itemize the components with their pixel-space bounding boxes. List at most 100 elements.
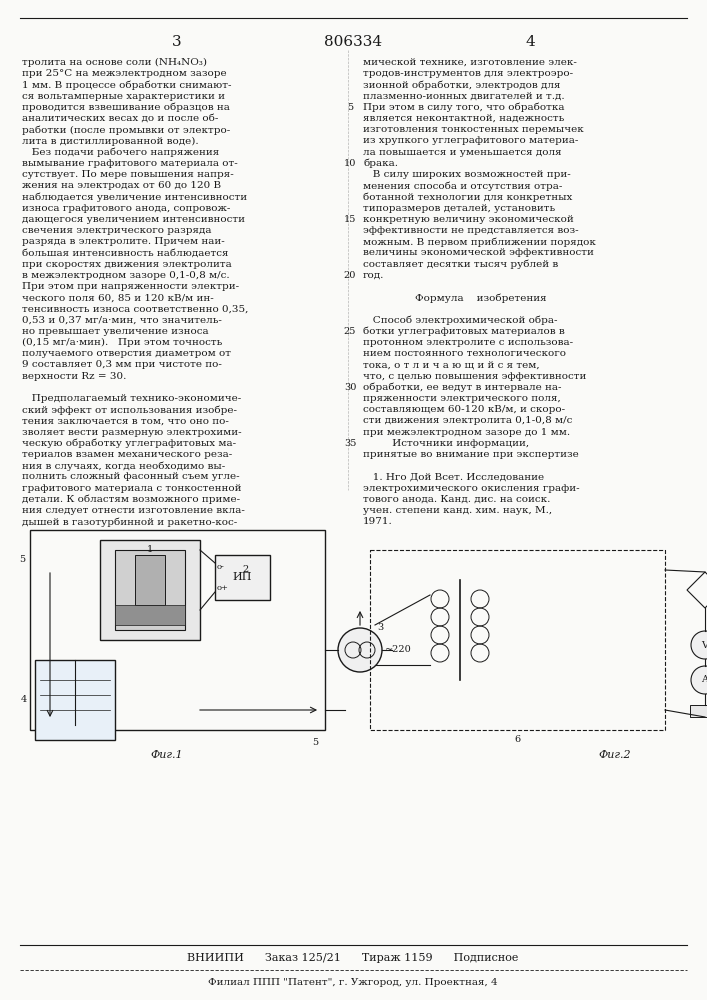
Text: Без подачи рабочего напряжения: Без подачи рабочего напряжения (22, 148, 219, 157)
Text: мической технике, изготовление элек-: мической технике, изготовление элек- (363, 58, 577, 67)
Text: разряда в электролите. Причем наи-: разряда в электролите. Причем наи- (22, 237, 225, 246)
Text: V: V (701, 641, 707, 650)
Text: о-: о- (217, 563, 225, 571)
Text: тового анода. Канд. дис. на соиск.: тового анода. Канд. дис. на соиск. (363, 495, 550, 504)
Text: Филиал ППП "Патент", г. Ужгород, ул. Проектная, 4: Филиал ППП "Патент", г. Ужгород, ул. Про… (208, 978, 498, 987)
Text: 30: 30 (344, 383, 356, 392)
Text: 35: 35 (344, 439, 356, 448)
Text: тенсивность износа соответственно 0,35,: тенсивность износа соответственно 0,35, (22, 304, 248, 313)
Text: конкретную величину экономической: конкретную величину экономической (363, 215, 574, 224)
Circle shape (691, 666, 707, 694)
Text: Фиг.1: Фиг.1 (151, 750, 183, 760)
Text: Источники информации,: Источники информации, (363, 439, 529, 448)
Text: 1 мм. В процессе обработки снимают-: 1 мм. В процессе обработки снимают- (22, 80, 231, 90)
Text: 1971.: 1971. (363, 517, 393, 526)
Text: 0,53 и 0,37 мг/а·мин, что значитель-: 0,53 и 0,37 мг/а·мин, что значитель- (22, 316, 222, 325)
Text: о+: о+ (217, 584, 229, 592)
Text: наблюдается увеличение интенсивности: наблюдается увеличение интенсивности (22, 192, 247, 202)
Text: Предполагаемый технико-экономиче-: Предполагаемый технико-экономиче- (22, 394, 241, 403)
Circle shape (691, 631, 707, 659)
Text: 4: 4 (525, 35, 535, 49)
Text: ла повышается и уменьшается доля: ла повышается и уменьшается доля (363, 148, 561, 157)
Text: можным. В первом приближении порядок: можным. В первом приближении порядок (363, 237, 596, 247)
Text: составляет десятки тысяч рублей в: составляет десятки тысяч рублей в (363, 260, 559, 269)
Text: 25: 25 (344, 327, 356, 336)
Circle shape (338, 628, 382, 672)
Text: при 25°C на межэлектродном зазоре: при 25°C на межэлектродном зазоре (22, 69, 227, 78)
Text: ся вольтамперные характеристики и: ся вольтамперные характеристики и (22, 92, 225, 101)
Text: 2: 2 (242, 564, 248, 574)
Text: ~220: ~220 (385, 646, 411, 654)
Text: При этом в силу того, что обработка: При этом в силу того, что обработка (363, 103, 564, 112)
Text: год.: год. (363, 271, 385, 280)
Text: сти движения электролита 0,1-0,8 м/с: сти движения электролита 0,1-0,8 м/с (363, 416, 573, 425)
Text: 20: 20 (344, 271, 356, 280)
Text: ческую обработку углеграфитовых ма-: ческую обработку углеграфитовых ма- (22, 439, 236, 448)
Text: является неконтактной, надежность: является неконтактной, надежность (363, 114, 564, 123)
Bar (115, 605, 185, 625)
Text: изготовления тонкостенных перемычек: изготовления тонкостенных перемычек (363, 125, 584, 134)
Text: пряженности электрического поля,: пряженности электрического поля, (363, 394, 561, 403)
Bar (215, 555, 270, 600)
Text: ческого поля 60, 85 и 120 кВ/м ин-: ческого поля 60, 85 и 120 кВ/м ин- (22, 293, 214, 302)
Text: верхности Rz = 30.: верхности Rz = 30. (22, 372, 127, 381)
Bar (35, 660, 115, 740)
Text: A: A (701, 676, 707, 684)
Text: тролита на основе соли (NH₄NO₃): тролита на основе соли (NH₄NO₃) (22, 58, 207, 67)
Text: что, с целью повышения эффективности: что, с целью повышения эффективности (363, 372, 586, 381)
Text: проводится взвешивание образцов на: проводится взвешивание образцов на (22, 103, 230, 112)
Text: при межэлектродном зазоре до 1 мм.: при межэлектродном зазоре до 1 мм. (363, 428, 570, 437)
Bar (100, 540, 200, 640)
Text: но превышает увеличение износа: но превышает увеличение износа (22, 327, 209, 336)
Text: Формула    изобретения: Формула изобретения (363, 293, 547, 303)
Text: ИП: ИП (233, 572, 252, 582)
Text: сутствует. По мере повышения напря-: сутствует. По мере повышения напря- (22, 170, 234, 179)
Text: 5: 5 (312, 738, 318, 747)
Text: 15: 15 (344, 215, 356, 224)
Text: 4: 4 (21, 696, 27, 704)
Text: электрохимического окисления графи-: электрохимического окисления графи- (363, 484, 580, 493)
Text: При этом при напряженности электри-: При этом при напряженности электри- (22, 282, 239, 291)
Text: 5: 5 (347, 103, 353, 112)
Text: аналитических весах до и после об-: аналитических весах до и после об- (22, 114, 218, 123)
Text: 10: 10 (344, 159, 356, 168)
Text: 3: 3 (173, 35, 182, 49)
Text: 1. Нго Дой Всет. Исследование: 1. Нго Дой Всет. Исследование (363, 472, 544, 481)
Text: величины экономической эффективности: величины экономической эффективности (363, 248, 594, 257)
Text: (0,15 мг/а·мин).   При этом точность: (0,15 мг/а·мин). При этом точность (22, 338, 222, 347)
Text: лита в дистиллированной воде).: лита в дистиллированной воде). (22, 136, 199, 146)
Text: ботанной технологии для конкретных: ботанной технологии для конкретных (363, 192, 573, 202)
Bar (30, 530, 325, 730)
Text: типоразмеров деталей, установить: типоразмеров деталей, установить (363, 204, 555, 213)
Text: 806334: 806334 (324, 35, 382, 49)
Text: менения способа и отсутствия отра-: менения способа и отсутствия отра- (363, 181, 562, 191)
Text: 5: 5 (19, 556, 25, 564)
Text: тока, о т л и ч а ю щ и й с я тем,: тока, о т л и ч а ю щ и й с я тем, (363, 360, 539, 369)
Text: составляющем 60-120 кВ/м, и скоро-: составляющем 60-120 кВ/м, и скоро- (363, 405, 565, 414)
Text: ВНИИПИ      Заказ 125/21      Тираж 1159      Подписное: ВНИИПИ Заказ 125/21 Тираж 1159 Подписное (187, 953, 519, 963)
Text: из хрупкого углеграфитового материа-: из хрупкого углеграфитового материа- (363, 136, 578, 145)
Text: свечения электрического разряда: свечения электрического разряда (22, 226, 211, 235)
Text: брака.: брака. (363, 159, 398, 168)
Text: эффективности не представляется воз-: эффективности не представляется воз- (363, 226, 578, 235)
Text: Способ электрохимической обра-: Способ электрохимической обра- (363, 316, 558, 325)
Text: тения заключается в том, что оно по-: тения заключается в том, что оно по- (22, 416, 229, 425)
Text: 3: 3 (377, 623, 383, 632)
Text: работки (после промывки от электро-: работки (после промывки от электро- (22, 125, 230, 135)
Bar (370, 550, 665, 730)
Bar (135, 555, 165, 605)
Text: тродов-инструментов для электроэро-: тродов-инструментов для электроэро- (363, 69, 573, 78)
Text: 1: 1 (147, 545, 153, 554)
Text: обработки, ее ведут в интервале на-: обработки, ее ведут в интервале на- (363, 383, 561, 392)
Text: графитового материала с тонкостенной: графитового материала с тонкостенной (22, 484, 242, 493)
Text: принятые во внимание при экспертизе: принятые во внимание при экспертизе (363, 450, 579, 459)
Text: полнить сложный фасонный съем угле-: полнить сложный фасонный съем угле- (22, 472, 240, 481)
Text: детали. К областям возможного приме-: детали. К областям возможного приме- (22, 495, 240, 504)
Text: 9 составляет 0,3 мм при чистоте по-: 9 составляет 0,3 мм при чистоте по- (22, 360, 222, 369)
Text: в межэлектродном зазоре 0,1-0,8 м/с.: в межэлектродном зазоре 0,1-0,8 м/с. (22, 271, 230, 280)
Text: 6: 6 (514, 735, 520, 744)
Text: нием постоянного технологического: нием постоянного технологического (363, 349, 566, 358)
Bar (690, 705, 707, 717)
Text: вымывание графитового материала от-: вымывание графитового материала от- (22, 159, 238, 168)
Text: дающегося увеличением интенсивности: дающегося увеличением интенсивности (22, 215, 245, 224)
